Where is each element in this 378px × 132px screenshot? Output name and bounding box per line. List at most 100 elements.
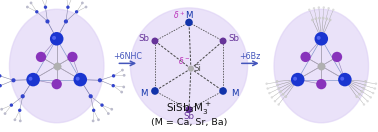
Text: $\delta^-$: $\delta^-$ [178,55,190,66]
Point [42,6,48,8]
Point [324,18,330,20]
Point [51,37,57,39]
Point [12,119,18,121]
Point [316,6,322,9]
Point [266,92,273,94]
Text: Sb: Sb [228,34,239,43]
Point [363,80,369,82]
Point [119,91,125,93]
Point [83,6,89,8]
Point [342,79,348,81]
Point [28,78,34,80]
Ellipse shape [130,8,248,124]
Point [24,6,30,8]
Point [99,104,105,106]
Point [318,65,324,67]
Point [97,79,103,81]
Point [8,104,14,106]
Point [54,38,60,40]
Point [276,87,282,89]
Point [109,108,115,110]
Point [370,92,376,94]
Point [354,96,360,98]
Point [316,37,322,39]
Point [186,109,192,111]
Point [356,93,363,95]
Point [65,6,71,8]
Point [365,100,371,102]
Point [310,19,316,21]
Point [54,83,60,85]
Point [0,108,5,110]
Point [121,74,127,76]
Point [361,103,367,106]
Point [79,2,85,4]
Point [63,20,69,22]
Point [17,109,23,111]
Point [220,40,226,42]
Point [96,119,102,121]
Point [17,120,23,122]
Point [368,96,374,98]
Point [0,75,3,77]
Point [320,17,326,19]
Point [74,78,81,80]
Point [306,9,312,11]
Point [302,56,308,58]
Point [20,95,26,97]
Ellipse shape [274,9,369,123]
Point [77,79,83,81]
Point [90,120,96,122]
Point [38,56,44,58]
Point [272,100,278,102]
Point [283,96,289,98]
Point [361,87,367,89]
Point [278,90,284,93]
Text: +6Bz: +6Bz [240,52,261,61]
Text: Si: Si [194,64,201,73]
Point [88,95,94,97]
Point [70,56,76,58]
Point [152,90,158,92]
Text: M: M [140,89,147,98]
Point [318,38,324,40]
Point [275,84,281,86]
Point [280,93,286,95]
Point [54,65,60,67]
Point [318,83,324,85]
Point [110,85,116,87]
Point [316,17,322,19]
Point [220,90,226,92]
Point [91,109,97,111]
Point [263,83,270,85]
Ellipse shape [9,9,104,123]
Point [152,40,158,42]
Text: (M = Ca, Sr, Ba): (M = Ca, Sr, Ba) [151,118,227,127]
Point [2,112,8,115]
Point [292,78,298,80]
Text: SiSb$_3$M$_3^+$: SiSb$_3$M$_3^+$ [166,101,212,117]
Point [30,79,36,81]
Text: M: M [185,11,193,20]
Point [274,80,280,82]
Point [362,84,368,86]
Point [11,79,17,81]
Point [327,19,333,21]
Point [34,11,40,13]
Point [321,6,327,9]
Point [313,18,319,20]
Text: +6NHC: +6NHC [113,52,142,61]
Text: Sb: Sb [183,112,195,121]
Point [74,11,80,13]
Point [269,96,275,98]
Text: $\delta^+$: $\delta^+$ [174,9,186,21]
Point [325,7,332,9]
Point [311,7,317,9]
Point [110,75,116,77]
Text: M: M [231,89,238,98]
Point [28,2,34,4]
Point [276,103,282,106]
Point [359,90,365,93]
Point [295,79,301,81]
Point [372,88,378,90]
